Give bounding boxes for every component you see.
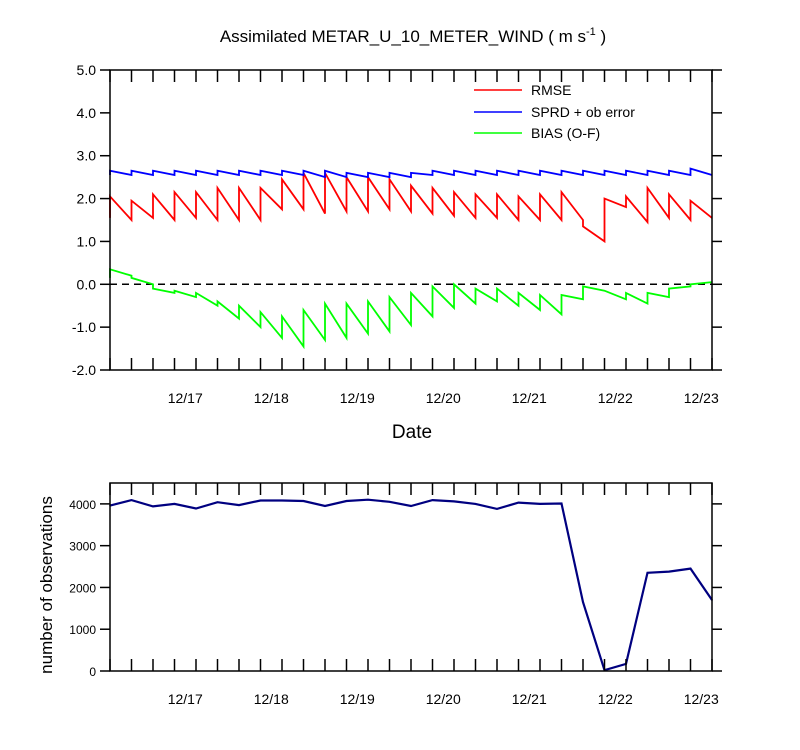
bottom-x-tick-label: 12/22: [598, 691, 633, 707]
top-y-tick-label: 3.0: [77, 148, 97, 164]
observation-point: [582, 601, 584, 603]
bottom-y-tick-label: 4000: [69, 498, 96, 512]
bottom-x-tick-label: 12/20: [426, 691, 461, 707]
bottom-x-tick-label: 12/23: [684, 691, 719, 707]
top-y-tick-label: 2.0: [77, 191, 97, 207]
observation-point: [238, 504, 240, 506]
chart-title-close: ): [596, 27, 606, 46]
observation-point: [173, 503, 176, 505]
legend-label-sprd: SPRD + ob error: [531, 104, 635, 120]
top-y-tick-labels: -2.0 -1.0 0.0 1.0 2.0 3.0 4.0 5.0: [72, 62, 96, 378]
observation-point: [367, 498, 369, 501]
legend: RMSE SPRD + ob error BIAS (O-F): [474, 82, 635, 141]
series-line-observations: [109, 498, 713, 672]
top-x-tick-labels: 12/17 12/18 12/19 12/20 12/21 12/22 12/23: [168, 390, 719, 406]
top-x-tick-label: 12/18: [254, 390, 289, 406]
bottom-x-tick-label: 12/21: [512, 691, 547, 707]
bottom-x-tick-label: 12/19: [340, 691, 375, 707]
observation-point: [668, 570, 670, 573]
top-y-tick-label: 1.0: [77, 233, 97, 249]
legend-entry-bias: BIAS (O-F): [474, 125, 600, 141]
observation-point: [560, 502, 563, 505]
legend-label-bias: BIAS (O-F): [531, 125, 600, 141]
top-x-tick-label: 12/21: [512, 390, 547, 406]
observation-point: [130, 499, 133, 501]
chart-title: Assimilated METAR_U_10_METER_WIND ( m s-…: [220, 26, 606, 46]
observation-point: [216, 501, 219, 504]
top-axis-ticks: [100, 69, 722, 371]
observation-point: [259, 499, 262, 502]
legend-label-rmse: RMSE: [531, 82, 571, 98]
chart-title-superscript: -1: [586, 26, 596, 38]
chart-title-main: Assimilated METAR_U_10_METER_WIND ( m s: [220, 27, 586, 46]
observation-point: [281, 499, 283, 502]
bottom-x-tick-labels: 12/17 12/18 12/19 12/20 12/21 12/22 12/23: [168, 691, 719, 707]
observation-point: [302, 500, 305, 502]
observation-point: [689, 567, 692, 570]
top-x-tick-label: 12/22: [598, 390, 633, 406]
top-y-tick-label: -2.0: [72, 362, 96, 378]
top-y-tick-label: 5.0: [77, 62, 97, 78]
top-x-tick-label: 12/19: [340, 390, 375, 406]
observation-point: [152, 505, 154, 508]
observation-point: [388, 501, 391, 503]
bottom-series-group: [109, 498, 713, 672]
bottom-axis-ticks: [100, 483, 722, 672]
bottom-y-tick-label: 3000: [69, 540, 96, 554]
bottom-x-tick-label: 12/18: [254, 691, 289, 707]
series-line-rmse: [109, 169, 713, 244]
observation-point: [539, 503, 541, 505]
top-y-tick-label: -1.0: [72, 319, 96, 335]
bottom-y-tick-label: 2000: [69, 581, 96, 595]
bottom-y-tick-labels: 0 1000 2000 3000 4000: [69, 498, 96, 679]
top-y-tick-label: 0.0: [77, 276, 97, 292]
legend-entry-rmse: RMSE: [474, 82, 571, 98]
top-panel: -2.0-1.00.01.02.03.04.05.0 12/17 12/18 12/…: [72, 62, 722, 406]
series-line-bias: [109, 268, 713, 350]
observation-point: [324, 505, 326, 507]
x-axis-label: Date: [392, 422, 432, 443]
top-series-group: [109, 167, 713, 350]
legend-entry-sprd: SPRD + ob error: [474, 104, 635, 120]
observation-point: [517, 501, 520, 504]
bottom-y-tick-label: 1000: [69, 623, 96, 637]
top-x-tick-label: 12/23: [684, 390, 719, 406]
observation-point: [474, 503, 477, 505]
observation-point: [646, 572, 649, 574]
observation-point: [453, 500, 455, 503]
top-x-tick-label: 12/20: [426, 390, 461, 406]
top-y-tick-label: 4.0: [77, 105, 97, 121]
bottom-y-axis-label: number of observations: [37, 496, 56, 674]
observation-point: [496, 508, 498, 510]
observation-point: [195, 507, 197, 510]
series-line-sprd: [109, 167, 713, 179]
bottom-x-tick-label: 12/17: [168, 691, 203, 707]
observation-point: [345, 500, 348, 502]
observation-point: [410, 505, 412, 507]
bottom-y-tick-label: 0: [89, 665, 96, 679]
observation-point: [431, 499, 434, 501]
top-x-tick-label: 12/17: [168, 390, 203, 406]
bottom-plot-frame: [109, 482, 713, 672]
